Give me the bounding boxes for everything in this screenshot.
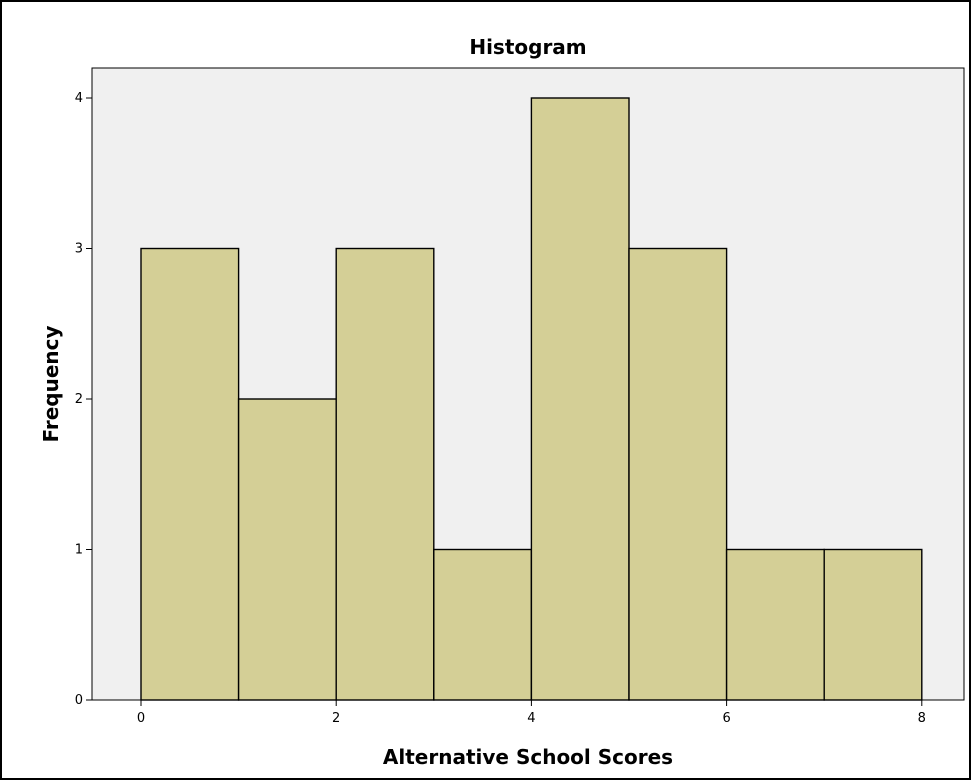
x-tick-label: 8 xyxy=(918,711,926,726)
x-tick-label: 4 xyxy=(527,711,535,726)
histogram-bar-4 xyxy=(530,97,630,701)
y-tick-label: 3 xyxy=(75,242,83,257)
y-axis-title: Frequency xyxy=(39,325,63,442)
histogram-bar-0 xyxy=(140,247,240,701)
y-tick-label: 0 xyxy=(75,693,83,708)
axes-group: 0 1 2 3 4 0 2 4 6 8 xyxy=(75,91,926,726)
histogram-bar-1 xyxy=(237,398,337,701)
x-axis-title: Alternative School Scores xyxy=(383,745,673,769)
chart-title: Histogram xyxy=(469,35,586,59)
histogram-bar-5 xyxy=(628,247,728,701)
x-tick-label: 6 xyxy=(722,711,730,726)
y-tick-label: 4 xyxy=(75,91,83,106)
histogram-bar-2 xyxy=(335,247,435,701)
y-tick-label: 2 xyxy=(75,392,83,407)
histogram-bar-6 xyxy=(725,548,825,701)
x-tick-label: 0 xyxy=(137,711,145,726)
bars-group xyxy=(140,97,923,701)
y-tick-label: 1 xyxy=(75,543,83,558)
histogram-bar-7 xyxy=(823,548,923,701)
x-tick-label: 2 xyxy=(332,711,340,726)
histogram-bar-3 xyxy=(433,548,533,701)
